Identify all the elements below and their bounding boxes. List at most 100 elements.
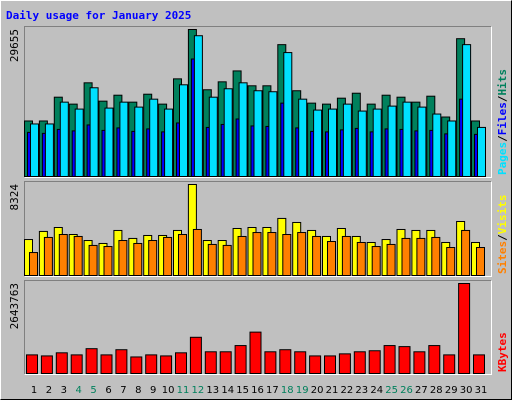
bar: [398, 346, 411, 375]
bar: [342, 103, 352, 177]
bar: [219, 351, 232, 375]
x-tick-label: 27: [415, 385, 428, 396]
bar: [204, 351, 217, 375]
bar: [100, 354, 113, 374]
legend-entry: Files: [496, 102, 509, 135]
legend: KBytes: [496, 332, 509, 372]
bar: [417, 106, 427, 177]
bar: [134, 106, 144, 177]
bar: [249, 331, 262, 375]
bar: [268, 91, 278, 177]
x-tick-label: 13: [206, 385, 219, 396]
legend-entry: Pages: [496, 142, 509, 175]
bar: [88, 244, 98, 276]
bar: [298, 98, 308, 177]
bar: [85, 348, 98, 374]
bar: [297, 232, 307, 277]
chart-title: Daily usage for January 2025: [6, 9, 191, 22]
y-tick-label: 29655: [8, 29, 21, 62]
bar: [40, 355, 53, 374]
x-tick-label: 31: [475, 385, 488, 396]
bar: [431, 236, 441, 277]
x-tick-label: 23: [355, 385, 368, 396]
bar: [74, 108, 84, 177]
bar: [30, 123, 39, 177]
bar: [473, 354, 485, 374]
bar: [192, 228, 202, 276]
bar: [164, 108, 174, 177]
x-tick-label: 30: [460, 385, 473, 396]
plot-edge-light: [24, 26, 492, 178]
x-tick-label: 3: [61, 385, 67, 396]
bar: [371, 246, 381, 277]
bar: [119, 101, 129, 177]
x-tick-label: 1: [31, 385, 37, 396]
legend-separator: /: [496, 234, 509, 241]
bar: [104, 107, 114, 177]
bar: [253, 90, 263, 177]
bar: [133, 242, 143, 276]
bar: [313, 109, 323, 177]
bar: [29, 252, 38, 276]
bar: [118, 240, 128, 276]
bar: [26, 354, 38, 374]
bar: [476, 247, 485, 277]
legend: Sites/Visits: [496, 195, 509, 275]
bar: [357, 110, 367, 177]
legend-separator: /: [496, 95, 509, 102]
bar: [193, 35, 203, 178]
bar: [353, 351, 366, 375]
bar: [89, 87, 99, 177]
x-tick-label: 17: [266, 385, 279, 396]
legend-entry: KBytes: [496, 332, 509, 372]
bar: [163, 236, 173, 277]
x-tick-label: 19: [296, 385, 309, 396]
bar: [264, 351, 277, 375]
plot-edge-light: [24, 181, 492, 277]
bar: [372, 108, 382, 177]
bar: [401, 237, 411, 277]
bar: [443, 354, 456, 374]
bar: [179, 84, 188, 177]
bar: [189, 336, 202, 374]
x-tick-label: 28: [430, 385, 443, 396]
x-tick-label: 20: [311, 385, 324, 396]
bar: [447, 120, 457, 177]
bar: [294, 351, 307, 375]
x-tick-label: 18: [281, 385, 294, 396]
legend-separator: /: [496, 135, 509, 142]
x-tick-label: 26: [400, 385, 413, 396]
bar: [356, 241, 366, 276]
bar: [175, 352, 187, 375]
bar: [309, 355, 322, 374]
bar: [328, 108, 337, 177]
plot-edge-dark: [24, 280, 492, 375]
bar: [416, 237, 426, 277]
x-tick-label: 4: [76, 385, 82, 396]
x-tick-label: 25: [385, 385, 398, 396]
bar: [312, 235, 322, 277]
bar: [222, 244, 232, 276]
bar: [223, 88, 233, 177]
legend: Pages/Files/Hits: [496, 69, 509, 175]
bar: [282, 234, 292, 277]
x-tick-label: 11: [177, 385, 190, 396]
bar: [59, 101, 69, 177]
bar: [252, 232, 262, 277]
bar: [44, 123, 54, 177]
bar: [160, 355, 173, 374]
bar: [145, 354, 158, 374]
bar: [386, 243, 396, 276]
bar: [462, 44, 472, 178]
bar: [387, 105, 397, 177]
x-tick-label: 16: [251, 385, 264, 396]
bar: [446, 247, 456, 277]
bar: [267, 232, 277, 277]
x-tick-label: 24: [370, 385, 383, 396]
bar: [238, 82, 248, 177]
bar: [43, 236, 53, 277]
bar: [428, 345, 441, 375]
bar: [461, 229, 471, 276]
x-tick-label: 29: [445, 385, 458, 396]
